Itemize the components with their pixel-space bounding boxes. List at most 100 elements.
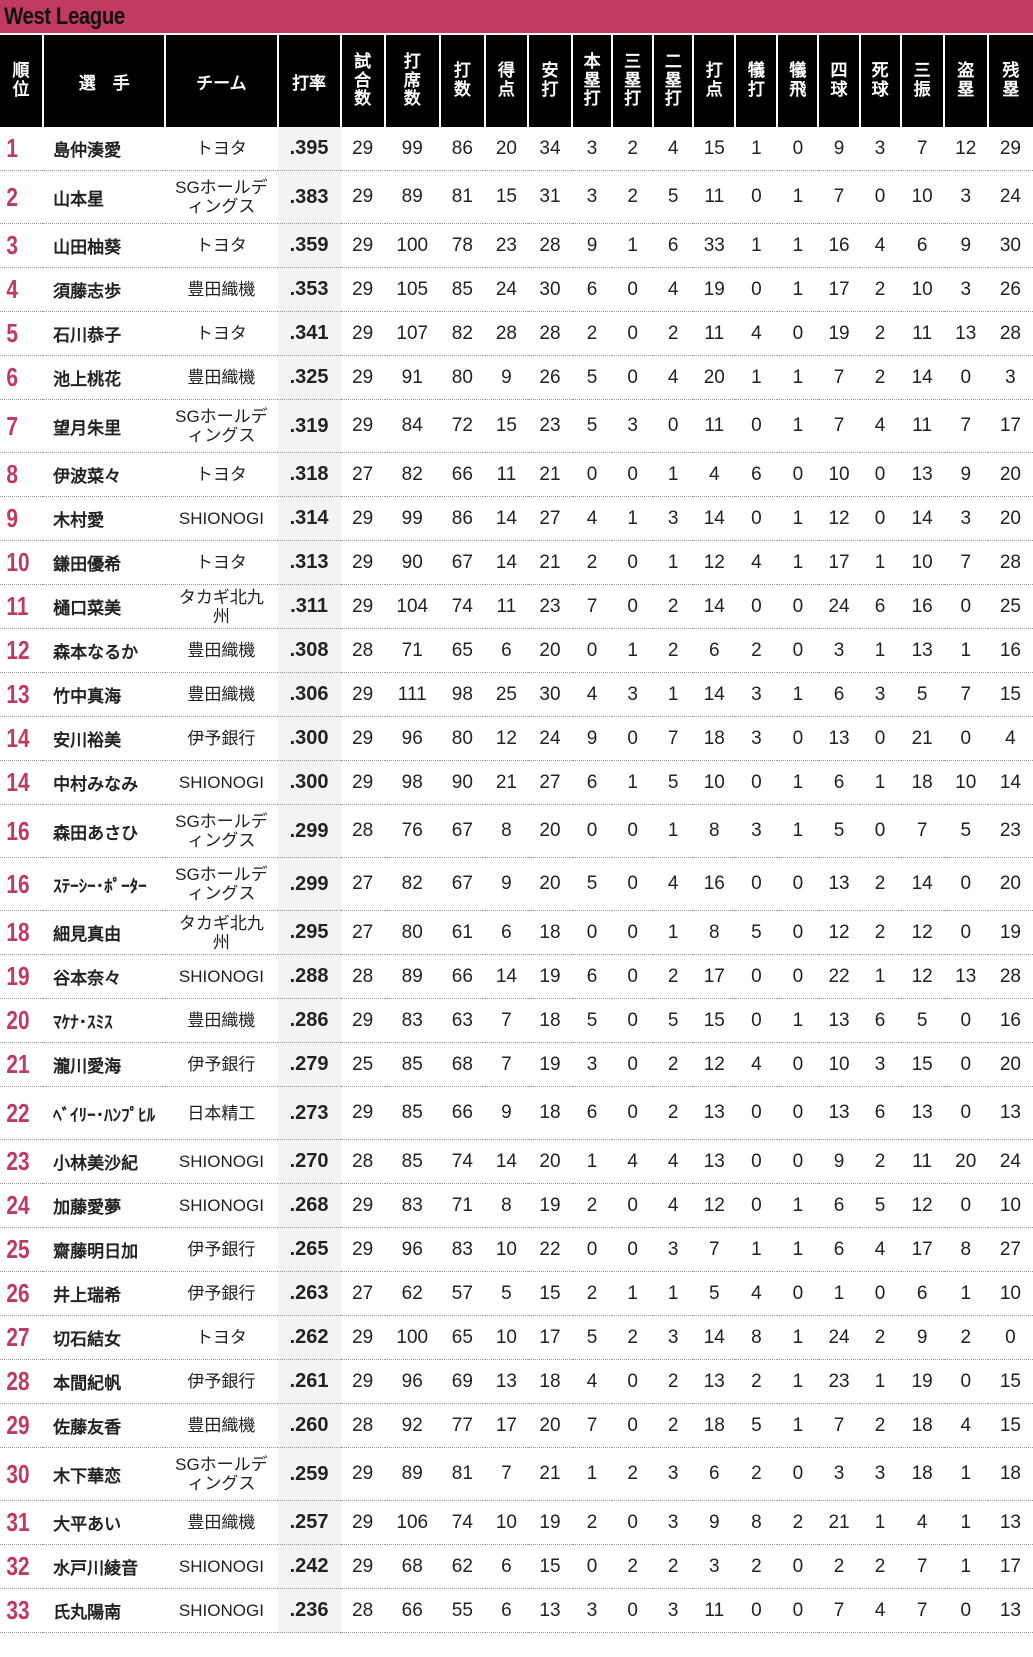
table-row[interactable]: 29 佐藤友香 豊田織機 .260 28 92 77 17 20 7 0 2 18 5 1 7 2 18 4 15 (0, 1403, 1033, 1448)
cell-walks: 3 (818, 1447, 860, 1501)
table-row[interactable]: 31 大平あい 豊田織機 .257 29 106 74 10 19 2 0 3 9 8 2 21 1 4 1 13 (0, 1500, 1033, 1545)
cell-at-bats: 74 (439, 1500, 485, 1545)
cell-player: 鎌田優希 (43, 540, 166, 585)
cell-stolen-bases: 13 (943, 311, 988, 356)
cell-left-on-base: 3 (987, 355, 1033, 400)
cell-sacrifice-flies: 1 (777, 170, 819, 224)
cell-doubles: 2 (653, 1042, 694, 1087)
cell-rbi: 19 (693, 267, 736, 312)
column-header-hit-by-pitch: 死球 (858, 35, 901, 127)
column-header-label: 四球 (830, 61, 848, 99)
cell-games: 28 (340, 804, 385, 858)
cell-sacrifice-flies: 0 (777, 954, 819, 999)
cell-games: 25 (340, 1042, 385, 1087)
table-row[interactable]: 18 細見真由 タカギ北九州 .295 27 80 61 6 18 0 0 1 8 5 0 12 2 12 0 19 (0, 910, 1033, 955)
table-row[interactable]: 10 鎌田優希 トヨタ .313 29 90 67 14 21 2 0 1 12 4 1 17 1 10 7 28 (0, 540, 1033, 585)
table-row[interactable]: 20 ﾏｹﾅ･ｽﾐｽ 豊田織機 .286 29 83 63 7 18 5 0 5 15 0 1 13 6 5 0 16 (0, 998, 1033, 1043)
cell-games: 27 (340, 452, 385, 497)
cell-sacrifice-bunts: 3 (735, 672, 778, 717)
column-header-batting-average: 打率 (276, 35, 341, 127)
table-row[interactable]: 16 森田あさひ SGホールディングス .299 28 76 67 8 20 0 0 1 8 3 1 5 0 7 5… (0, 804, 1033, 858)
cell-home-runs: 5 (572, 399, 613, 453)
table-row[interactable]: 16 ｽﾃｰｼｰ･ﾎﾟｰﾀｰ SGホールディングス .299 27 82 67 9 20 5 0 4 1… (0, 857, 1033, 911)
table-row[interactable]: 6 池上桃花 豊田織機 .325 29 91 80 9 26 5 0 4 20 1 1 7 2 14 0 3 (0, 355, 1033, 400)
table-row[interactable]: 25 齋藤明日加 伊予銀行 .265 29 96 83 10 22 0 0 3 7 1 1 6 4 17 8 27 (0, 1227, 1033, 1272)
cell-stolen-bases: 7 (943, 399, 988, 453)
cell-sacrifice-flies: 0 (777, 1544, 819, 1589)
cell-doubles: 3 (653, 1588, 694, 1633)
table-row[interactable]: 14 中村みなみ SHIONOGI .300 29 98 90 21 27 6 1 5 10 0 1 6 1 18… (0, 760, 1033, 805)
table-row[interactable]: 22 ﾍﾞｲﾘｰ･ﾊﾝﾌﾟﾋﾙ 日本精工 .273 29 85 66 9 18 6 0 2 13 0 0 13… (0, 1086, 1033, 1140)
cell-walks: 13 (818, 716, 860, 761)
cell-at-bats: 80 (439, 716, 485, 761)
cell-strikeouts: 13 (900, 1086, 944, 1140)
cell-hit-by-pitch: 1 (859, 1500, 901, 1545)
table-row[interactable]: 33 氏丸陽南 SHIONOGI .236 28 66 55 6 13 3 0 3 11 0 0 7 4 7 0 13 (0, 1588, 1033, 1633)
table-row[interactable]: 14 安川裕美 伊予銀行 .300 29 96 80 12 24 9 0 7 18 3 0 13 0 21 0 4 (0, 716, 1033, 761)
cell-hits: 19 (527, 1500, 573, 1545)
cell-rank: 13 (0, 672, 35, 717)
cell-games: 29 (340, 1183, 385, 1228)
cell-player: ｽﾃｰｼｰ･ﾎﾟｰﾀｰ (43, 857, 166, 911)
cell-batting-average: .308 (277, 628, 341, 673)
cell-stolen-bases: 0 (943, 910, 988, 955)
cell-player: 加藤愛夢 (43, 1183, 166, 1228)
cell-triples: 0 (612, 1588, 654, 1633)
cell-games: 29 (340, 311, 385, 356)
cell-plate-appearances: 98 (384, 760, 440, 805)
cell-home-runs: 3 (572, 170, 613, 224)
cell-at-bats: 83 (439, 1227, 485, 1272)
column-header-label: 本塁打 (583, 52, 601, 108)
cell-batting-average: .259 (277, 1447, 341, 1501)
column-header-label: 三振 (913, 61, 931, 99)
cell-walks: 13 (818, 857, 860, 911)
cell-rank: 2 (0, 170, 35, 224)
cell-left-on-base: 10 (987, 1271, 1033, 1316)
table-row[interactable]: 2 山本星 SGホールディングス .383 29 89 81 15 31 3 2 5 11 0 1 7 0 10 3… (0, 170, 1033, 224)
cell-games: 29 (340, 998, 385, 1043)
table-row[interactable]: 1 島仲湊愛 トヨタ .395 29 99 86 20 34 3 2 4 15 1 0 9 3 7 12 29 (0, 127, 1033, 171)
table-row[interactable]: 32 水戸川綾音 SHIONOGI .242 29 68 62 6 15 0 2 2 3 2 0 2 2 7 1 17 (0, 1544, 1033, 1589)
table-row[interactable]: 24 加藤愛夢 SHIONOGI .268 29 83 71 8 19 2 0 4 12 0 1 6 5 12 0 1… (0, 1183, 1033, 1228)
table-row[interactable]: 19 谷本奈々 SHIONOGI .288 28 89 66 14 19 6 0 2 17 0 0 22 1 12… (0, 954, 1033, 999)
cell-walks: 7 (818, 355, 860, 400)
cell-left-on-base: 14 (987, 760, 1033, 805)
cell-batting-average: .265 (277, 1227, 341, 1272)
cell-walks: 10 (818, 452, 860, 497)
cell-hit-by-pitch: 0 (859, 170, 901, 224)
cell-hit-by-pitch: 2 (859, 1315, 901, 1360)
table-row[interactable]: 4 須藤志歩 豊田織機 .353 29 105 85 24 30 6 0 4 19 0 1 17 2 10 3 26 (0, 267, 1033, 312)
table-row[interactable]: 27 切石結女 トヨタ .262 29 100 65 10 17 5 2 3 14 8 1 24 2 9 2 0 (0, 1315, 1033, 1360)
table-row[interactable]: 9 木村愛 SHIONOGI .314 29 99 86 14 27 4 1 3 14 0 1 12 0 14 3 2… (0, 496, 1033, 541)
table-row[interactable]: 26 井上瑞希 伊予銀行 .263 27 62 57 5 15 2 1 1 5 4 0 1 0 6 1 10 (0, 1271, 1033, 1316)
cell-rank: 8 (0, 452, 35, 497)
table-row[interactable]: 8 伊波菜々 トヨタ .318 27 82 66 11 21 0 0 1 4 6 0 10 0 13 9 20 (0, 452, 1033, 497)
column-header-home-runs: 本塁打 (571, 35, 613, 127)
cell-hits: 21 (527, 540, 573, 585)
cell-plate-appearances: 105 (384, 267, 440, 312)
cell-strikeouts: 7 (900, 127, 944, 171)
column-header-label: チーム (196, 73, 247, 93)
cell-strikeouts: 7 (900, 1588, 944, 1633)
table-row[interactable]: 11 樋口菜美 タカギ北九州 .311 29 104 74 11 23 7 0 2 14 0 0 24 6 16 0… (0, 584, 1033, 629)
cell-rbi: 6 (693, 1447, 736, 1501)
cell-runs: 17 (484, 1403, 528, 1448)
cell-rbi: 10 (693, 760, 736, 805)
cell-hit-by-pitch: 4 (859, 1588, 901, 1633)
cell-hit-by-pitch: 0 (859, 452, 901, 497)
table-row[interactable]: 23 小林美沙紀 SHIONOGI .270 28 85 74 14 20 1 4 4 13 0 0 9 2 11… (0, 1139, 1033, 1184)
cell-hit-by-pitch: 0 (859, 496, 901, 541)
cell-sacrifice-flies: 0 (777, 1447, 819, 1501)
cell-hit-by-pitch: 1 (859, 954, 901, 999)
cell-walks: 6 (818, 760, 860, 805)
cell-hits: 15 (527, 1544, 573, 1589)
table-row[interactable]: 7 望月朱里 SGホールディングス .319 29 84 72 15 23 5 3 0 11 0 1 7 4 11… (0, 399, 1033, 453)
table-row[interactable]: 30 木下華恋 SGホールディングス .259 29 89 81 7 21 1 2 3 6 2 0 3 3 18 1… (0, 1447, 1033, 1501)
table-row[interactable]: 28 本間紀帆 伊予銀行 .261 29 96 69 13 18 4 0 2 13 2 1 23 1 19 0 15 (0, 1359, 1033, 1404)
cell-player: 本間紀帆 (43, 1359, 166, 1404)
table-row[interactable]: 13 竹中真海 豊田織機 .306 29 111 98 25 30 4 3 1 14 3 1 6 3 5 7 15 (0, 672, 1033, 717)
table-row[interactable]: 21 瀧川愛海 伊予銀行 .279 25 85 68 7 19 3 0 2 12 4 0 10 3 15 0 20 (0, 1042, 1033, 1087)
table-row[interactable]: 3 山田柚葵 トヨタ .359 29 100 78 23 28 9 1 6 33 1 1 16 4 6 9 30 (0, 223, 1033, 268)
table-row[interactable]: 5 石川恭子 トヨタ .341 29 107 82 28 28 2 0 2 11 4 0 19 2 11 13 28 (0, 311, 1033, 356)
table-row[interactable]: 12 森本なるか 豊田織機 .308 28 71 65 6 20 0 1 2 6 2 0 3 1 13 1 16 (0, 628, 1033, 673)
